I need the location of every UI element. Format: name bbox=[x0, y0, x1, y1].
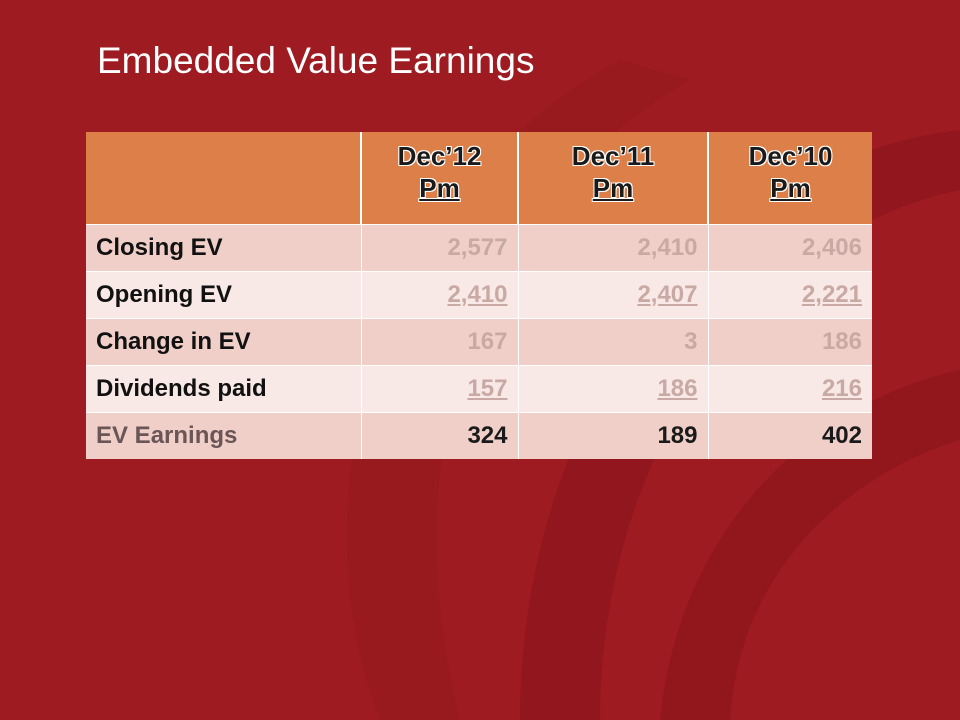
cell-value: 167 bbox=[361, 317, 519, 365]
header-dec11-period: Dec’11 bbox=[571, 141, 655, 171]
cell-value: 2,406 bbox=[708, 223, 872, 271]
cell-value-text: 2,410 bbox=[447, 280, 508, 308]
cell-value: 216 bbox=[708, 364, 872, 412]
table-row-opening-ev: Opening EV 2,410 2,407 2,221 bbox=[86, 270, 872, 318]
table-header-row: Dec’12 Pm Dec’11 Pm Dec’10 Pm bbox=[86, 132, 872, 224]
header-dec12-period: Dec’12 bbox=[397, 141, 482, 171]
row-label: Opening EV bbox=[86, 270, 362, 318]
row-label: EV Earnings bbox=[86, 411, 362, 459]
header-empty-cell bbox=[86, 132, 362, 224]
slide-title: Embedded Value Earnings bbox=[97, 40, 535, 81]
header-dec10: Dec’10 Pm bbox=[708, 132, 872, 224]
cell-value-text: 186 bbox=[657, 374, 698, 402]
header-dec10-period: Dec’10 bbox=[748, 141, 833, 171]
table-row-ev-earnings: EV Earnings 324 189 402 bbox=[86, 411, 872, 459]
table-row-closing-ev: Closing EV 2,577 2,410 2,406 bbox=[86, 223, 872, 271]
cell-value: 189 bbox=[518, 411, 709, 459]
cell-value: 186 bbox=[708, 317, 872, 365]
cell-value: 324 bbox=[361, 411, 519, 459]
cell-value: 186 bbox=[518, 364, 709, 412]
table-row-dividends-paid: Dividends paid 157 186 216 bbox=[86, 364, 872, 412]
cell-value: 2,221 bbox=[708, 270, 872, 318]
row-label: Dividends paid bbox=[86, 364, 362, 412]
cell-value-text: 216 bbox=[821, 374, 862, 402]
cell-value-text: 2,221 bbox=[801, 280, 862, 308]
row-label: Change in EV bbox=[86, 317, 362, 365]
cell-value: 402 bbox=[708, 411, 872, 459]
cell-value: 2,577 bbox=[361, 223, 519, 271]
cell-value: 2,410 bbox=[361, 270, 519, 318]
cell-value: 3 bbox=[518, 317, 709, 365]
cell-value-text: 157 bbox=[467, 374, 508, 402]
cell-value: 157 bbox=[361, 364, 519, 412]
cell-value: 2,407 bbox=[518, 270, 709, 318]
table-row-change-in-ev: Change in EV 167 3 186 bbox=[86, 317, 872, 365]
header-dec12-unit: Pm bbox=[419, 173, 460, 203]
header-dec12: Dec’12 Pm bbox=[361, 132, 519, 224]
cell-value-text: 2,407 bbox=[637, 280, 698, 308]
cell-value: 2,410 bbox=[518, 223, 709, 271]
ev-earnings-table: Dec’12 Pm Dec’11 Pm Dec’10 Pm Closing EV… bbox=[86, 132, 872, 459]
header-dec11: Dec’11 Pm bbox=[518, 132, 709, 224]
row-label: Closing EV bbox=[86, 223, 362, 271]
header-dec10-unit: Pm bbox=[770, 173, 811, 203]
header-dec11-unit: Pm bbox=[592, 173, 634, 203]
